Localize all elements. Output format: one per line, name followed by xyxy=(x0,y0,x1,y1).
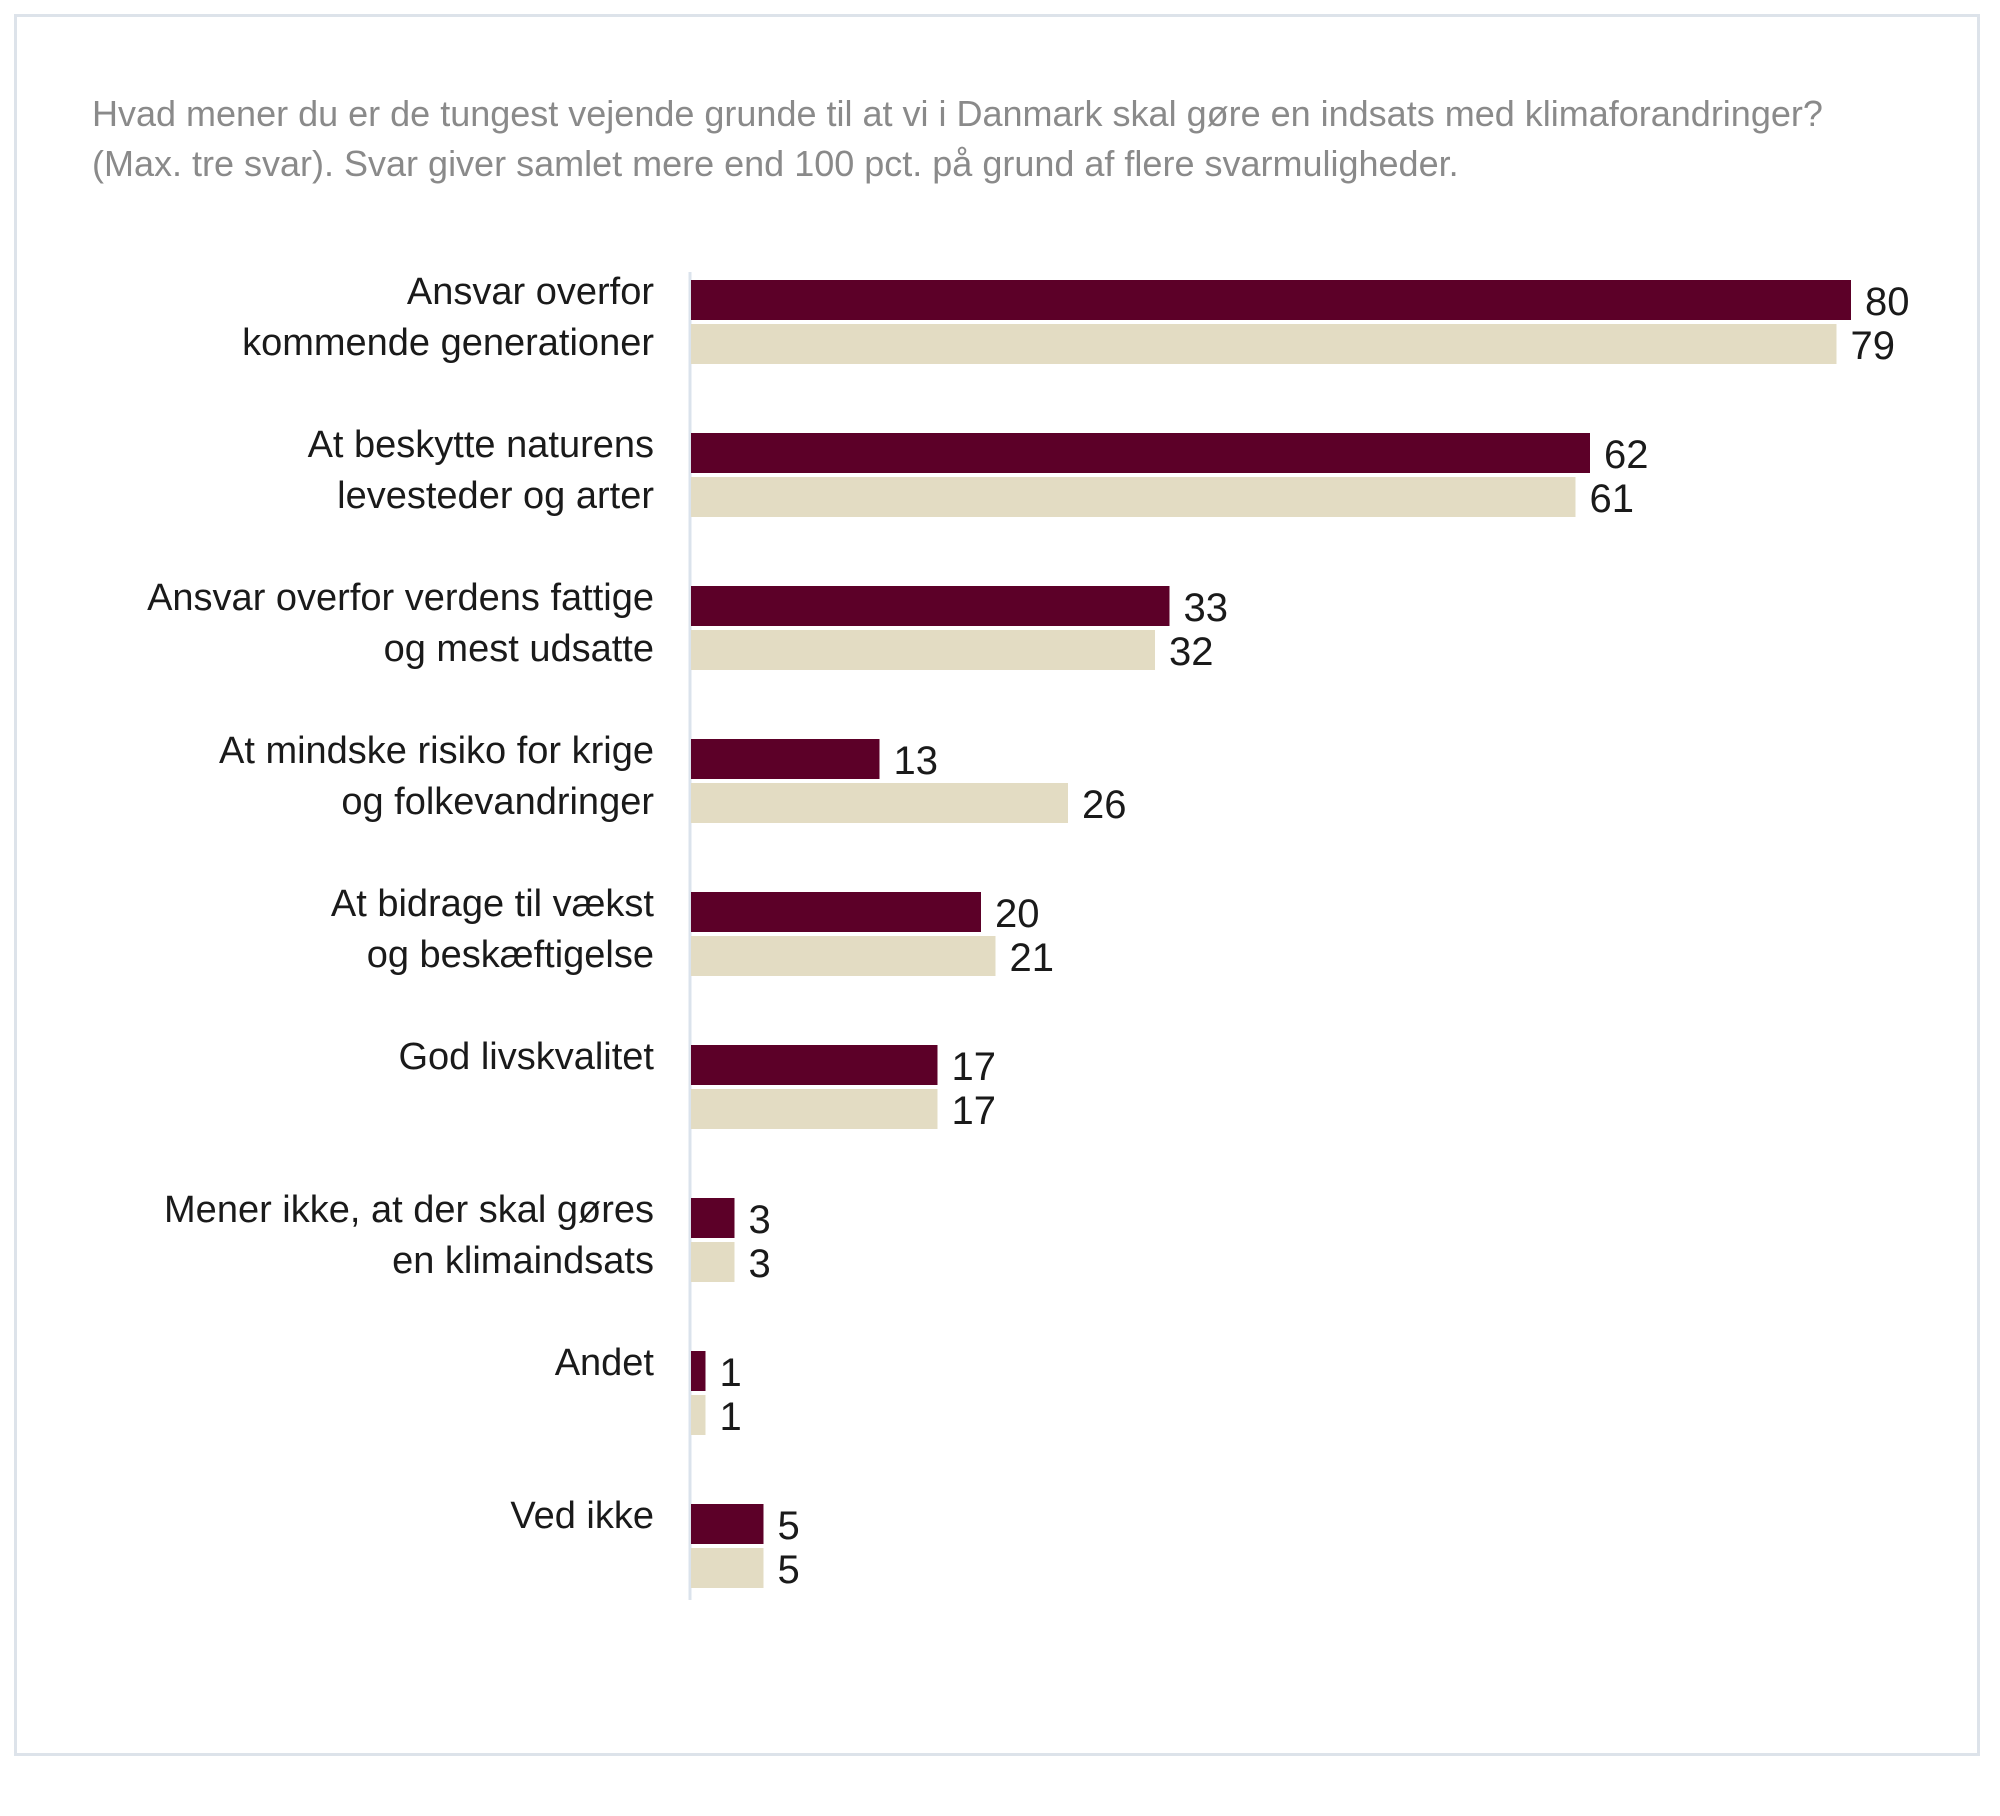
value-label: 17 xyxy=(952,1089,997,1133)
category-label: Mener ikke, at der skal gøres en klimaind… xyxy=(164,1189,654,1282)
bar-series-2 xyxy=(691,783,1068,823)
value-label: 1 xyxy=(720,1351,742,1395)
value-label: 26 xyxy=(1082,783,1127,827)
value-label: 62 xyxy=(1604,433,1649,477)
category-labels: Ansvar overfor kommende generationer At be… xyxy=(147,271,654,1537)
bar-series-1 xyxy=(691,1045,938,1085)
category-label: At mindske risiko for krige og folkevandr… xyxy=(219,730,654,823)
bar-series-2 xyxy=(691,936,996,976)
bar-series-2 xyxy=(691,1089,938,1129)
bar-series-2 xyxy=(691,1395,706,1435)
value-label: 3 xyxy=(749,1242,771,1286)
value-label: 33 xyxy=(1184,586,1229,630)
value-label: 21 xyxy=(1010,936,1055,980)
value-label: 1 xyxy=(720,1395,742,1439)
value-label: 3 xyxy=(749,1198,771,1242)
category-label: God livskvalitet xyxy=(398,1036,654,1078)
bar-series-2 xyxy=(691,630,1155,670)
value-label: 13 xyxy=(894,739,939,783)
bar-series-1 xyxy=(691,1504,764,1544)
bar-series-1 xyxy=(691,892,981,932)
value-label: 79 xyxy=(1851,324,1896,368)
bar-series-1 xyxy=(691,1351,706,1391)
value-label: 32 xyxy=(1169,630,1214,674)
chart-title-line: (Max. tre svar). Svar giver samlet mere … xyxy=(92,143,1459,184)
value-label: 20 xyxy=(995,892,1040,936)
bar-series-2 xyxy=(691,324,1837,364)
value-label: 17 xyxy=(952,1045,997,1089)
value-label: 5 xyxy=(778,1504,800,1548)
bar-series-2 xyxy=(691,1242,735,1282)
bar-series-1 xyxy=(691,1198,735,1238)
bar-series-1 xyxy=(691,739,880,779)
chart-title-line: Hvad mener du er de tungest vejende grun… xyxy=(92,93,1823,134)
bar-series-1 xyxy=(691,280,1851,320)
bars xyxy=(691,280,1851,1588)
chart-title: Hvad mener du er de tungest vejende grun… xyxy=(92,93,1823,184)
category-label: At bidrage til vækst og beskæftigelse xyxy=(331,883,655,976)
category-label: At beskytte naturens levesteder og arter xyxy=(308,424,655,517)
bar-series-1 xyxy=(691,433,1590,473)
value-label: 80 xyxy=(1865,280,1910,324)
category-label: Ved ikke xyxy=(510,1495,654,1537)
value-label: 61 xyxy=(1590,477,1635,521)
bar-series-1 xyxy=(691,586,1170,626)
bar-series-2 xyxy=(691,477,1576,517)
category-label: Andet xyxy=(555,1342,655,1384)
category-label: Ansvar overfor kommende generationer xyxy=(242,271,654,364)
category-label: Ansvar overfor verdens fattige og mest ud… xyxy=(147,577,654,670)
value-label: 5 xyxy=(778,1548,800,1592)
bar-series-2 xyxy=(691,1548,764,1588)
